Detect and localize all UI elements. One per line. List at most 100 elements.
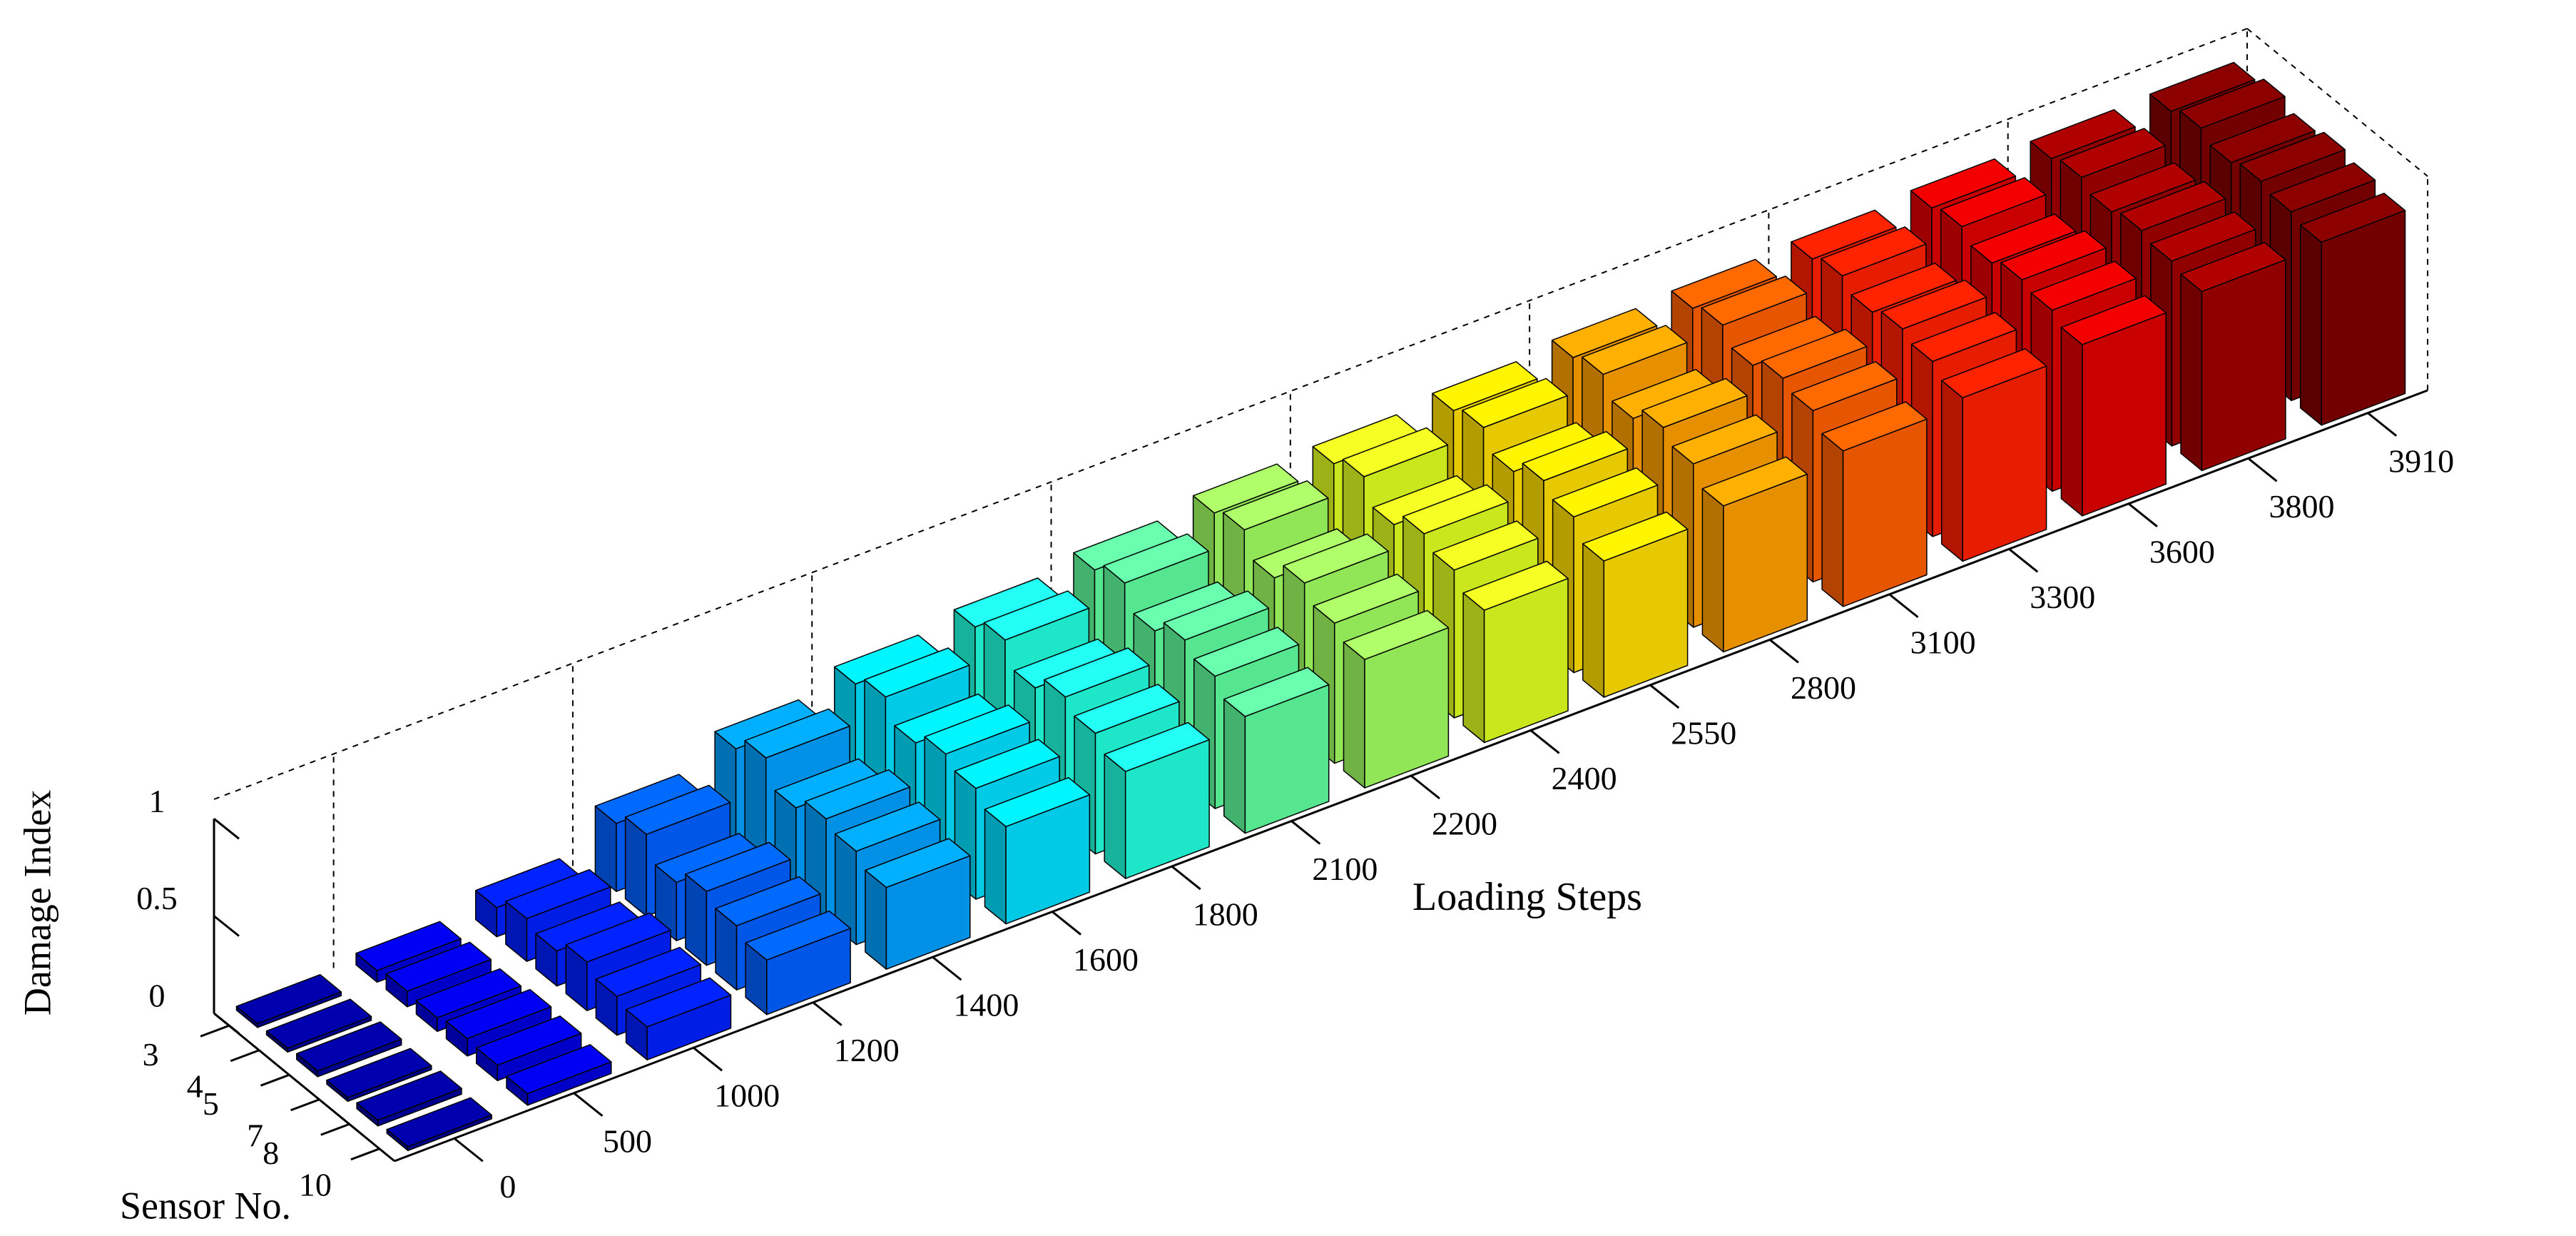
bar-top — [1432, 361, 1538, 412]
x-tick — [1888, 593, 1919, 619]
bar — [386, 1097, 492, 1152]
bar-side — [984, 809, 1007, 925]
y-tick-label: 4 — [187, 1068, 203, 1104]
bar-top — [625, 977, 732, 1028]
bar-top — [1402, 484, 1509, 535]
x-tick-label: 2200 — [1432, 806, 1497, 842]
x-tick — [573, 1092, 604, 1117]
bar-side — [2060, 326, 2083, 517]
bar — [1582, 511, 1689, 698]
bar-top — [1462, 378, 1568, 428]
x-tick — [2127, 502, 2158, 527]
bar-top — [2119, 181, 2226, 231]
x-tick — [2247, 457, 2278, 482]
bar-top — [983, 590, 1090, 641]
x-tick — [812, 1001, 842, 1026]
bar-top — [1701, 275, 1808, 326]
bar-top — [1821, 401, 1928, 452]
bar-top — [355, 921, 462, 971]
z-tick-label: 0.5 — [136, 880, 178, 916]
bar-top — [1671, 258, 1777, 309]
z-tick — [213, 915, 240, 937]
x-tick — [693, 1047, 723, 1072]
bar-top — [2060, 128, 2166, 178]
x-tick-label: 3800 — [2269, 488, 2335, 525]
bar-top — [865, 838, 971, 888]
bar-side — [1104, 754, 1126, 879]
bar-side — [1821, 432, 1844, 607]
bar — [1223, 667, 1330, 834]
z-tick — [213, 818, 240, 840]
x-tick — [2008, 548, 2039, 573]
bar-top — [2209, 113, 2316, 163]
y-tick-label: 5 — [203, 1085, 219, 1122]
bar-top — [1761, 328, 1868, 379]
bar-top — [984, 776, 1091, 828]
x-tick-label: 1600 — [1073, 941, 1139, 978]
x-tick-label: 2800 — [1791, 669, 1856, 706]
bar-side — [1223, 699, 1246, 834]
bar-top — [1791, 361, 1898, 412]
bar-top — [1880, 279, 1987, 330]
bar-top — [445, 988, 552, 1039]
bar-top — [326, 1048, 432, 1098]
x-axis-label: Loading Steps — [1412, 875, 1642, 919]
bar — [2180, 242, 2286, 472]
bar-top — [415, 968, 522, 1018]
bar-top — [1671, 414, 1778, 465]
bar — [356, 1070, 462, 1127]
bar-top — [1462, 560, 1569, 611]
bar-top — [296, 1021, 402, 1072]
bar-side — [1940, 380, 1963, 562]
x-tick — [1769, 639, 1799, 664]
bar-side — [2299, 224, 2322, 426]
x-tick — [1529, 729, 1560, 754]
bar-top — [2239, 131, 2346, 182]
bar-top — [1074, 684, 1180, 734]
bar-top — [954, 739, 1060, 789]
bar-top — [864, 647, 970, 698]
bar-top — [1821, 226, 1927, 277]
bar-top — [356, 1070, 462, 1121]
x-tick-label: 0 — [499, 1168, 516, 1205]
bar-top — [834, 801, 941, 852]
x-tick-label: 3300 — [2030, 579, 2095, 615]
x-tick-label: 3100 — [1910, 624, 1976, 660]
bar-top — [1432, 520, 1539, 571]
x-tick-label: 2100 — [1312, 851, 1378, 887]
bar-top — [2150, 211, 2256, 262]
bar-top — [715, 876, 821, 926]
bar-front — [2082, 312, 2167, 517]
bar-top — [1552, 467, 1659, 518]
bar-side — [1582, 543, 1605, 698]
bar-side — [2180, 273, 2203, 472]
bar-side — [1462, 592, 1485, 744]
y-tick — [230, 1049, 260, 1063]
bar-top — [1582, 511, 1689, 562]
bar-top — [1342, 427, 1449, 477]
bar — [865, 838, 971, 970]
bar-top — [1044, 647, 1150, 698]
bar-top — [745, 910, 851, 961]
x-tick — [1290, 820, 1321, 845]
bar-top — [2299, 193, 2406, 243]
bar — [265, 998, 372, 1053]
x-tick-label: 1800 — [1193, 896, 1258, 933]
box-edge — [2246, 28, 2428, 177]
bar-top — [1104, 721, 1210, 772]
y-tick-label: 10 — [299, 1166, 332, 1202]
bar-top — [1522, 431, 1629, 482]
bar-top — [1701, 456, 1808, 507]
bar-top — [2000, 230, 2107, 280]
bar-top — [1163, 590, 1270, 641]
bar — [385, 941, 492, 1008]
bar-top — [265, 998, 372, 1049]
x-tick-label: 1000 — [714, 1078, 780, 1114]
bar-top — [386, 1097, 492, 1148]
bar — [1462, 560, 1569, 744]
bar — [1821, 401, 1928, 607]
x-tick — [453, 1138, 484, 1162]
x-tick — [2367, 412, 2398, 437]
bar — [476, 1015, 582, 1082]
x-tick-label: 500 — [603, 1123, 652, 1159]
